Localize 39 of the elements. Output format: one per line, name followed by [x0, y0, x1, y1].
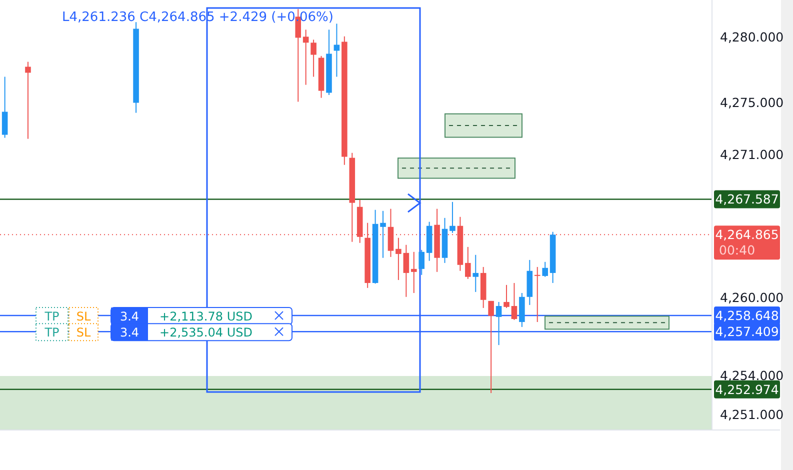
annotation: 3.4	[120, 310, 140, 324]
candlestick	[2, 76, 8, 138]
y-tick-label: 4,260.000	[720, 290, 784, 305]
ref-line-label: 4,257.409	[715, 324, 779, 340]
candlestick	[465, 246, 471, 280]
candlestick	[534, 266, 540, 323]
candlestick	[25, 61, 31, 140]
candlestick	[380, 210, 386, 258]
annotation: SL	[76, 310, 91, 324]
annotation: TP	[44, 326, 60, 340]
ref-line-label: 4,258.648	[715, 308, 779, 324]
candlestick	[511, 282, 518, 320]
candlestick	[418, 249, 424, 276]
candlestick	[542, 261, 548, 278]
y-tick-label: 4,275.000	[720, 94, 784, 110]
candlestick	[488, 300, 494, 394]
text: 00:40	[719, 242, 756, 258]
candlestick	[396, 237, 402, 280]
ref-line-label: 4,252.974	[715, 382, 779, 397]
candlestick	[302, 29, 309, 86]
candlestick	[403, 244, 410, 298]
y-tick-label: 4,271.000	[720, 146, 784, 162]
candlestick	[388, 208, 394, 258]
annotation: +2,535.04 USD	[160, 326, 252, 340]
candlestick	[410, 251, 417, 294]
candlestick	[496, 301, 502, 346]
y-tick-label: 4,280.000	[720, 30, 784, 45]
annotation: +2,113.78 USD	[160, 310, 252, 324]
ref-line-label: 4,264.865	[715, 227, 779, 242]
candlestick	[472, 254, 479, 292]
candlestick	[450, 201, 456, 234]
candlestick	[310, 39, 316, 78]
y-tick-label: 4,251.000	[720, 407, 784, 422]
annotation: SL	[76, 326, 91, 340]
annotation: 3.4	[120, 326, 140, 340]
ref-line-label: 4,267.587	[715, 192, 779, 207]
candlestick	[504, 284, 510, 308]
annotation: TP	[44, 310, 60, 324]
y-tick-label: 4,254.000	[720, 368, 784, 384]
